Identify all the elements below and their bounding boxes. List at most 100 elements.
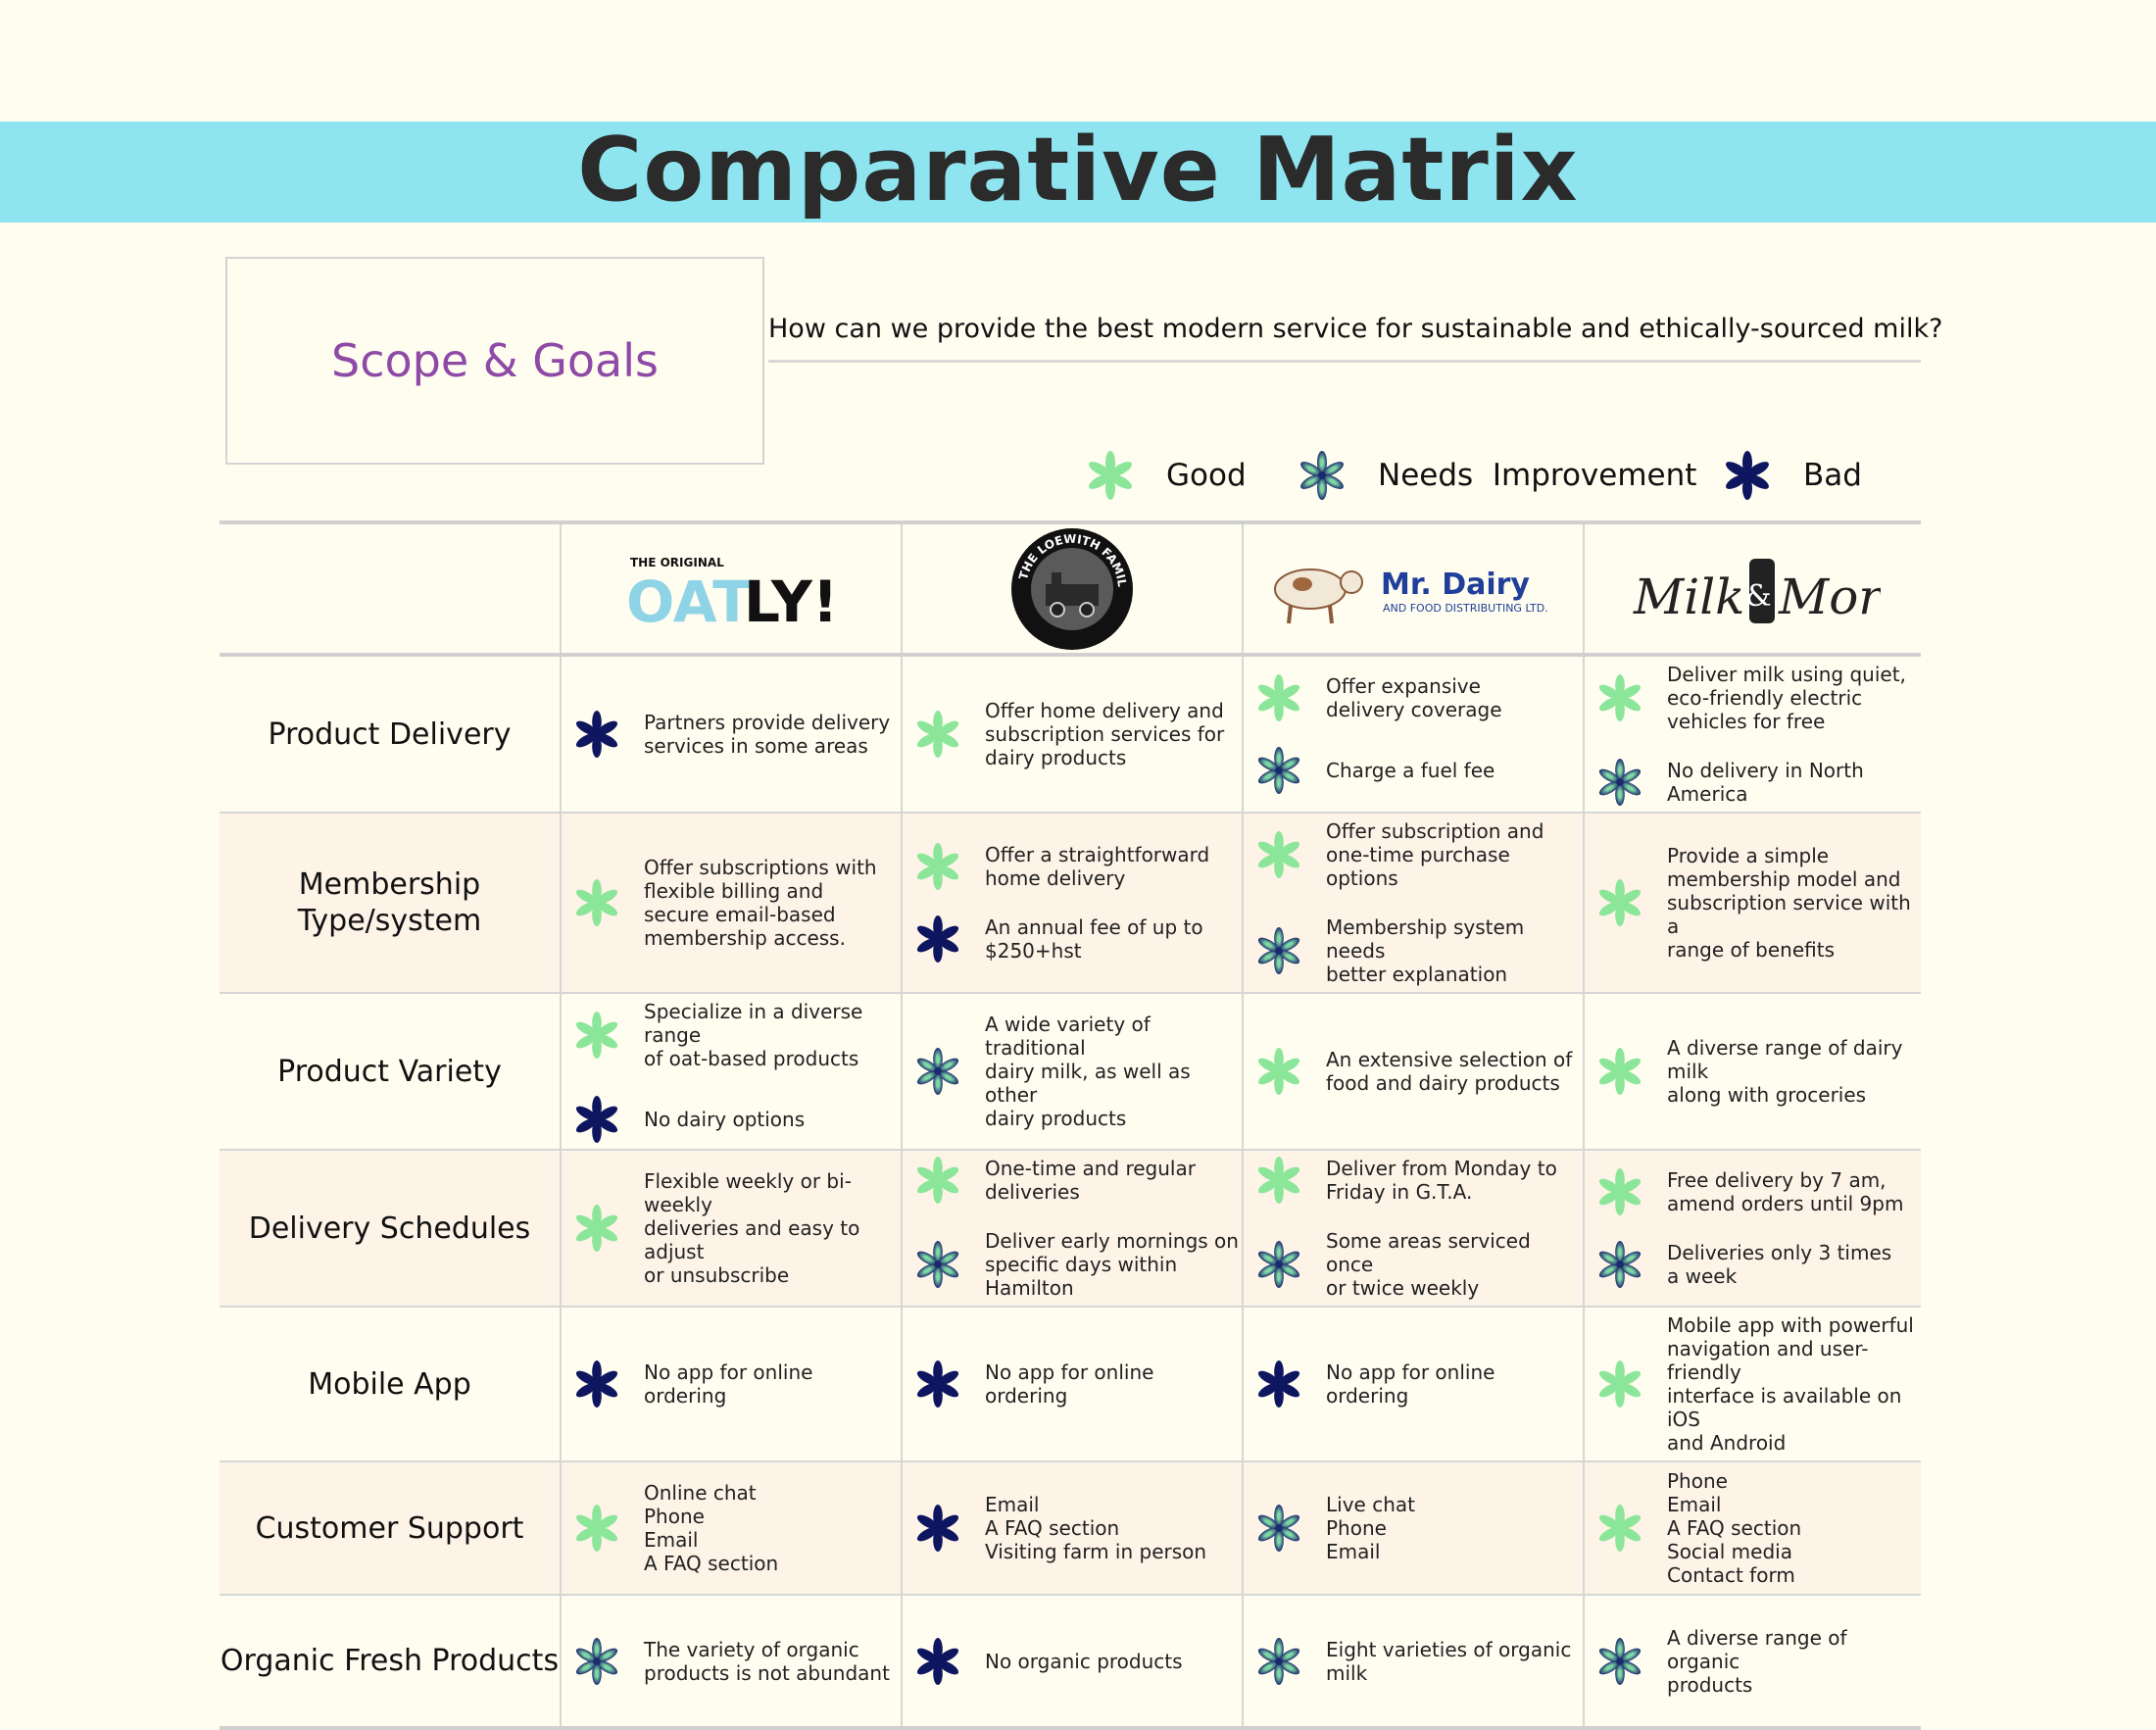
good-flower-icon (573, 1505, 632, 1552)
good-flower-icon (1596, 1505, 1655, 1552)
rating-text: Deliver early mornings on specific days … (985, 1229, 1239, 1300)
bad-flower-icon (573, 1360, 632, 1408)
rating-text: No app for online ordering (644, 1360, 813, 1408)
rating-text: Eight varieties of organic milk (1326, 1637, 1572, 1685)
rating-item: No app for online ordering (914, 1360, 1242, 1408)
brand-header-row: THE ORIGINAL OAT LY! (220, 520, 1921, 656)
good-flower-icon (914, 711, 973, 758)
matrix-cell: Provide a simple membership model and su… (1583, 812, 1921, 994)
rating-item: Deliver early mornings on specific days … (914, 1229, 1242, 1300)
rating-text: The variety of organic products is not a… (644, 1637, 890, 1685)
svg-text:Milk: Milk (1633, 568, 1744, 625)
research-question: How can we provide the best modern servi… (768, 314, 1943, 344)
rating-text: Offer subscription and one-time purchase… (1326, 819, 1544, 890)
rating-text: Some areas serviced once or twice weekly (1326, 1229, 1531, 1300)
matrix-cell: Offer home delivery and subscription ser… (901, 653, 1244, 814)
good-flower-icon (1086, 451, 1151, 500)
rating-item: Offer subscriptions with flexible billin… (573, 856, 901, 950)
rating-text: Deliver from Monday to Friday in G.T.A. (1326, 1157, 1557, 1204)
bad-flower-icon (1255, 1360, 1314, 1408)
legend-bad-label: Bad (1803, 458, 1862, 493)
rating-item: Eight varieties of organic milk (1255, 1637, 1583, 1685)
matrix-cell: No organic products (901, 1594, 1244, 1730)
needs-improvement-flower-icon (1255, 1505, 1314, 1552)
header-corner-cell (220, 520, 562, 656)
rating-item: Membership system needs better explanati… (1255, 915, 1583, 986)
rating-text: Flexible weekly or bi-weekly deliveries … (644, 1169, 860, 1287)
good-flower-icon (573, 1012, 632, 1059)
rating-item: A wide variety of traditional dairy milk… (914, 1013, 1242, 1130)
rating-item: Deliver milk using quiet, eco-friendly e… (1596, 663, 1921, 733)
brand-cell-loewith: THE LOEWITH FAMILY (901, 520, 1244, 656)
matrix-cell: Offer subscription and one-time purchase… (1242, 812, 1585, 994)
matrix-cell: No app for online ordering (1242, 1306, 1585, 1462)
rating-item: A diverse range of dairy milk along with… (1596, 1036, 1921, 1107)
good-flower-icon (1596, 1168, 1655, 1215)
bad-flower-icon (1723, 451, 1788, 500)
matrix-row: Organic Fresh Products The variety of org… (220, 1594, 1921, 1730)
rating-item: Email A FAQ section Visiting farm in per… (914, 1493, 1242, 1563)
matrix-row: Membership Type/system Offer subscription… (220, 812, 1921, 994)
row-label: Mobile App (220, 1306, 562, 1462)
bad-flower-icon (914, 915, 973, 963)
rating-text: No dairy options (644, 1108, 806, 1131)
rating-text: No app for online ordering (985, 1360, 1154, 1408)
row-label: Membership Type/system (220, 812, 562, 994)
good-flower-icon (914, 1157, 973, 1204)
row-label: Product Delivery (220, 653, 562, 814)
brand-cell-oatly: THE ORIGINAL OAT LY! (560, 520, 903, 656)
comparative-matrix: THE ORIGINAL OAT LY! (220, 520, 1921, 1730)
bad-flower-icon (573, 711, 632, 758)
needs-improvement-flower-icon (1255, 1241, 1314, 1288)
rating-item: An annual fee of up to $250+hst (914, 915, 1242, 963)
rating-item: Flexible weekly or bi-weekly deliveries … (573, 1169, 901, 1287)
good-flower-icon (1255, 1157, 1314, 1204)
rating-text: A wide variety of traditional dairy milk… (985, 1013, 1191, 1130)
rating-item: No dairy options (573, 1096, 901, 1143)
matrix-cell: A diverse range of dairy milk along with… (1583, 992, 1921, 1151)
rating-text: A diverse range of organic products (1667, 1625, 1847, 1697)
rating-text: Live chat Phone Email (1326, 1493, 1415, 1563)
good-flower-icon (573, 1205, 632, 1252)
rating-item: Free delivery by 7 am, amend orders unti… (1596, 1168, 1921, 1215)
rating-text: Provide a simple membership model and su… (1667, 844, 1911, 962)
rating-item: Offer home delivery and subscription ser… (914, 699, 1242, 769)
rating-item: No app for online ordering (573, 1360, 901, 1408)
brand-cell-milk-and-more: Milk & More (1583, 520, 1921, 656)
rating-text: Email A FAQ section Visiting farm in per… (985, 1493, 1207, 1563)
matrix-cell: Online chat Phone Email A FAQ section (560, 1460, 903, 1596)
rating-item: A diverse range of organic products (1596, 1626, 1921, 1697)
legend-needs-improvement: Needs Improvement (1298, 451, 1696, 500)
rating-text: Offer a straightforward home delivery (985, 843, 1210, 890)
matrix-cell: Eight varieties of organic milk (1242, 1594, 1585, 1730)
matrix-row: Customer Support Online chat Phone Email … (220, 1460, 1921, 1596)
bad-flower-icon (914, 1360, 973, 1408)
matrix-row: Product Delivery Partners provide deliver… (220, 653, 1921, 814)
legend-good-label: Good (1166, 458, 1247, 493)
bad-flower-icon (914, 1505, 973, 1552)
rating-text: No delivery in North America (1667, 759, 1864, 806)
page-title: Comparative Matrix (577, 119, 1579, 222)
svg-text:OAT: OAT (626, 568, 752, 633)
rating-item: Offer a straightforward home delivery (914, 843, 1242, 890)
needs-improvement-flower-icon (1255, 927, 1314, 974)
matrix-row: Product Variety Specialize in a diverse r… (220, 992, 1921, 1151)
mr-dairy-subtext: AND FOOD DISTRIBUTING LTD. (1383, 602, 1548, 615)
good-flower-icon (1596, 1048, 1655, 1095)
legend-good: Good (1086, 451, 1247, 500)
svg-text:More: More (1778, 568, 1881, 625)
needs-improvement-flower-icon (914, 1241, 973, 1288)
legend-needs-label: Needs Improvement (1378, 458, 1697, 493)
scope-goals-label: Scope & Goals (331, 334, 659, 387)
rating-text: Specialize in a diverse range of oat-bas… (644, 1000, 863, 1070)
rating-text: Mobile app with powerful navigation and … (1667, 1313, 1914, 1455)
rating-text: No app for online ordering (1326, 1360, 1495, 1408)
brand-cell-mr-dairy: Mr. Dairy AND FOOD DISTRIBUTING LTD. (1242, 520, 1585, 656)
good-flower-icon (1255, 831, 1314, 878)
matrix-row: Mobile App No app for online ordering No a… (220, 1306, 1921, 1462)
matrix-cell: A diverse range of organic products (1583, 1594, 1921, 1730)
rating-item: Some areas serviced once or twice weekly (1255, 1229, 1583, 1300)
milk-and-more-logo: Milk & More (1585, 524, 1921, 653)
rating-text: Charge a fuel fee (1326, 759, 1495, 782)
rating-item: Charge a fuel fee (1255, 747, 1583, 794)
